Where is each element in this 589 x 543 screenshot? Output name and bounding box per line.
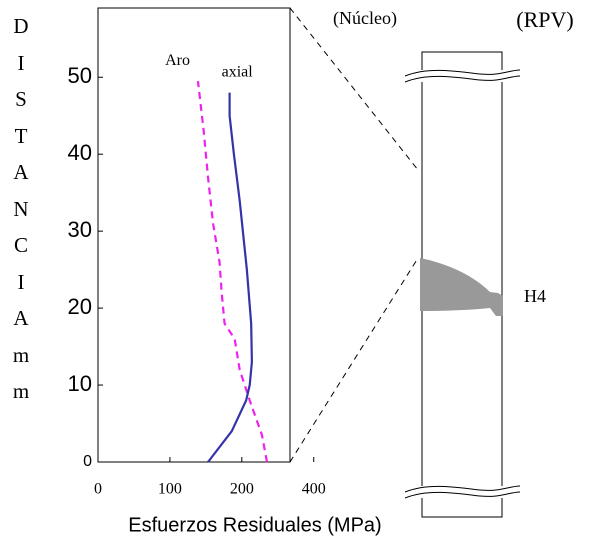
zoom-line [289,257,419,463]
series-line [196,80,269,463]
zoom-line [289,7,419,171]
x-tick-label: 400 [302,481,326,498]
x-axis-label: Esfuerzos Residuales (MPa) [128,514,381,536]
y-axis-label: DISTANCIAmm [12,14,30,403]
vessel-label: (RPV) [516,7,573,32]
break-lines [404,69,521,499]
legend-label: axial [222,63,254,80]
y-tick-label: 20 [68,294,92,319]
y-tick-label: 50 [68,63,92,88]
x-tick-label: 0 [94,481,102,498]
series-line [207,92,253,463]
legend-label: Aro [165,52,190,69]
weld-zone [420,258,503,316]
y-tick-label: 30 [68,217,92,242]
core-label: (Núcleo) [333,8,397,29]
y-tick-label: 40 [68,140,92,165]
x-tick-label: 100 [158,481,182,498]
plot-frame [97,7,291,463]
y-tick-label: 10 [68,371,92,396]
x-tick-label: 200 [230,481,254,498]
weld-label: H4 [524,286,546,306]
y-tick-label: 0 [83,453,92,470]
